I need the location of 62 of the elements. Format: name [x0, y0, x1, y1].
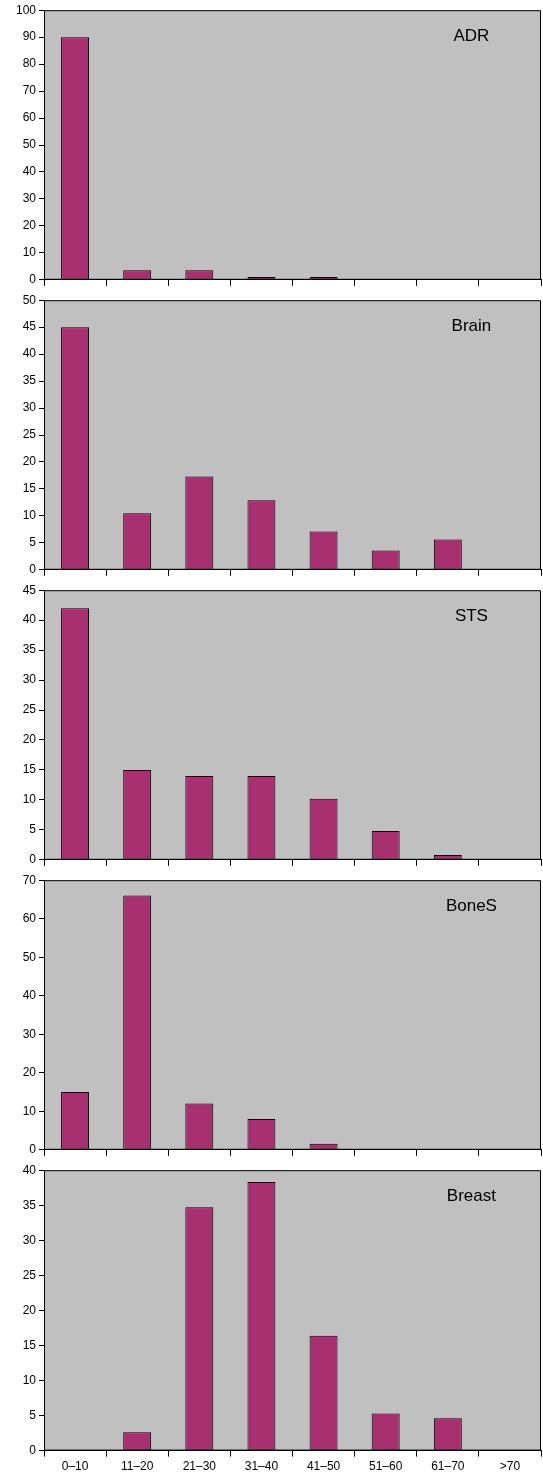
y-tick-label: 30 [22, 1026, 37, 1041]
y-tick-label: 20 [22, 1302, 37, 1317]
y-tick-label: 0 [29, 562, 37, 577]
y-tick-label: 20 [22, 218, 37, 233]
annotation: STS [454, 605, 488, 625]
x-tick-label: 41–50 [306, 1459, 341, 1474]
x-tick-label: 21–30 [182, 1459, 217, 1474]
y-tick-label: 5 [29, 1407, 37, 1422]
y-tick-label: 90 [22, 29, 37, 44]
x-tick-label: 11–20 [120, 1459, 154, 1474]
y-tick-label: 5 [29, 822, 37, 837]
y-tick-label: 25 [22, 427, 37, 442]
annotation: Breast [446, 1185, 497, 1205]
y-tick-label: 20 [22, 454, 37, 469]
y-tick-label: 0 [29, 272, 37, 287]
y-tick-label: 45 [22, 319, 37, 334]
y-tick-label: 30 [22, 1232, 37, 1247]
x-tick-label: 51–60 [369, 1459, 403, 1474]
y-tick-label: 80 [22, 56, 37, 71]
y-tick-label: 20 [22, 732, 37, 747]
y-tick-label: 70 [22, 872, 37, 887]
y-tick-label: 15 [22, 1337, 37, 1352]
y-tick-label: 60 [22, 110, 37, 125]
y-tick-label: 100 [15, 2, 37, 17]
y-tick-label: 30 [22, 672, 37, 687]
y-tick-label: 70 [22, 83, 37, 98]
y-tick-label: 35 [22, 642, 37, 657]
y-tick-label: 35 [22, 1197, 37, 1212]
y-tick-label: 25 [22, 1267, 37, 1282]
y-tick-label: 10 [22, 792, 37, 807]
x-tick-label: 0–10 [61, 1459, 89, 1474]
y-tick-label: 10 [22, 1372, 37, 1387]
y-tick-label: 50 [22, 949, 37, 964]
x-tick-label: 31–40 [244, 1459, 279, 1474]
y-tick-label: 40 [22, 612, 37, 627]
y-tick-label: 10 [22, 1103, 37, 1118]
x-tick-label: >70 [499, 1459, 521, 1474]
annotation: ADR [453, 25, 490, 45]
y-tick-label: 25 [22, 702, 37, 717]
y-tick-label: 15 [22, 481, 37, 496]
y-tick-label: 0 [29, 1142, 37, 1157]
y-tick-label: 45 [22, 582, 37, 597]
y-tick-label: 10 [22, 245, 37, 260]
y-tick-label: 0 [29, 1442, 37, 1457]
y-tick-label: 30 [22, 400, 37, 415]
y-tick-label: 60 [22, 911, 37, 926]
y-tick-label: 5 [29, 535, 37, 550]
x-tick-label: 61–70 [431, 1459, 465, 1474]
y-tick-label: 10 [22, 508, 37, 523]
annotation: Brain [451, 315, 492, 335]
y-tick-label: 40 [22, 346, 37, 361]
y-tick-label: 40 [22, 988, 37, 1003]
y-tick-label: 30 [22, 191, 37, 206]
annotation: BoneS [445, 895, 497, 915]
y-tick-label: 40 [22, 1162, 37, 1177]
y-tick-label: 15 [22, 762, 37, 777]
y-tick-label: 50 [22, 137, 37, 152]
y-tick-label: 35 [22, 373, 37, 388]
y-tick-label: 40 [22, 164, 37, 179]
y-tick-label: 20 [22, 1065, 37, 1080]
y-tick-label: 0 [29, 852, 37, 867]
y-tick-label: 50 [22, 292, 37, 307]
